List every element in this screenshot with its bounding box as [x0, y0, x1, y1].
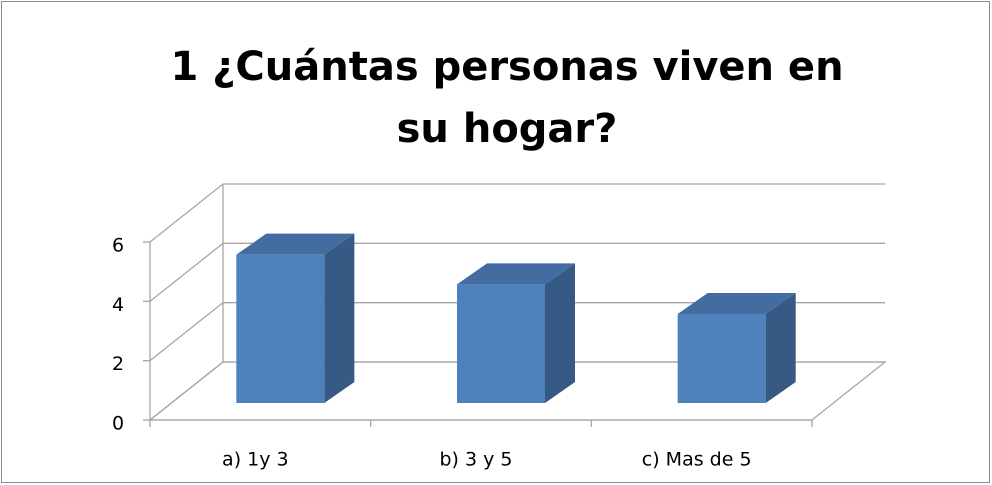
grid-line	[149, 302, 224, 362]
x-tick-label: a) 1y 3	[222, 449, 289, 471]
bar-side	[765, 293, 796, 403]
bar-side-shade	[324, 233, 355, 403]
x-tick-label: b) 3 y 5	[439, 449, 512, 471]
y-tick-label: 2	[112, 353, 124, 375]
bar	[236, 254, 325, 403]
bar-top-shade	[677, 293, 796, 314]
bar-top-shade	[236, 233, 355, 255]
y-tick-label: 0	[112, 413, 124, 435]
bar	[457, 284, 545, 403]
bar	[677, 314, 766, 403]
bar-side-shade	[765, 293, 796, 403]
y-tick-label: 4	[112, 294, 124, 316]
y-tick-label: 6	[112, 235, 124, 257]
grid-line	[149, 183, 224, 243]
x-tick-label: c) Mas de 5	[642, 449, 752, 471]
bar-side	[545, 263, 575, 403]
grid-line	[149, 242, 224, 302]
bar-side-shade	[545, 263, 575, 403]
bar-top-shade	[457, 263, 575, 285]
chart-title: 1 ¿Cuántas personas viven en su hogar?	[170, 44, 844, 152]
bar-top	[236, 233, 355, 255]
bar-top	[457, 263, 575, 285]
grid-line	[149, 361, 224, 421]
bar-side	[324, 233, 355, 403]
bar-top	[677, 293, 796, 314]
